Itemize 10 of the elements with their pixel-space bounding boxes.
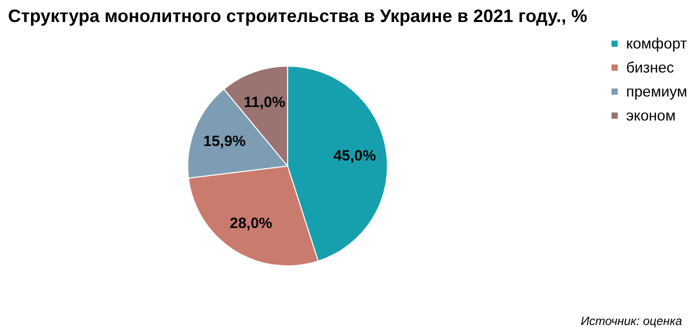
legend-label: бизнес: [626, 60, 674, 77]
data-label: 15,9%: [203, 132, 246, 150]
data-label: 11,0%: [244, 94, 286, 112]
legend-label: эконом: [626, 108, 676, 125]
data-label: 28,0%: [230, 215, 272, 232]
chart-title: Структура монолитного строительства в Украине в 2021 году., %: [8, 6, 588, 26]
text: Источник: оценка: [580, 314, 682, 328]
data-label: 45,0%: [333, 147, 376, 164]
legend-label: премиум: [626, 84, 688, 101]
legend-label: комфорт: [626, 36, 688, 53]
